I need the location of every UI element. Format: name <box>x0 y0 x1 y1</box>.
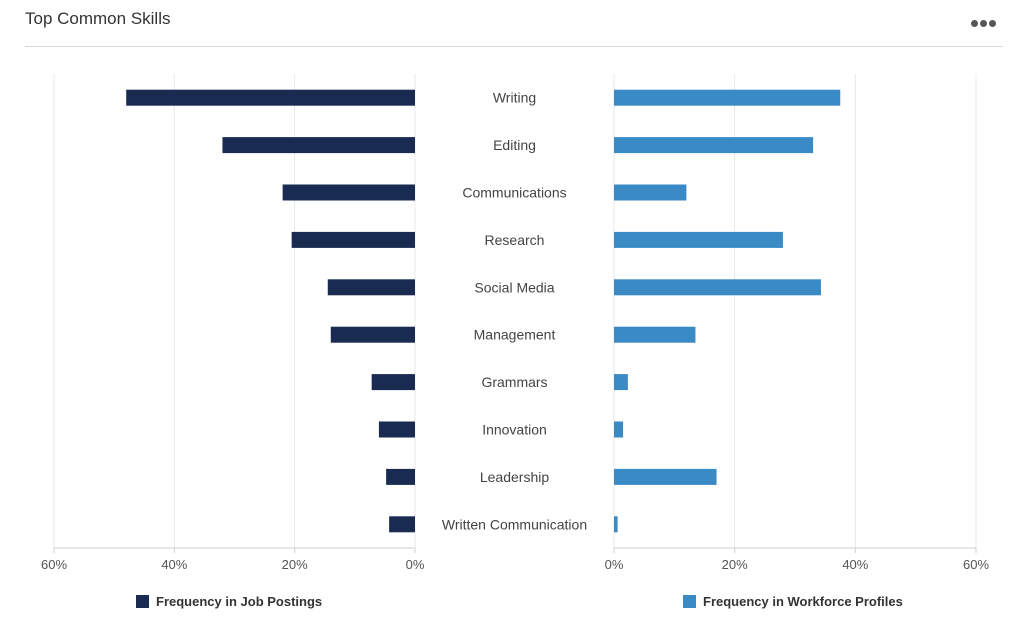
bar-workforce-profiles <box>614 326 696 343</box>
bar-workforce-profiles <box>614 89 841 106</box>
left-tick-label: 0% <box>406 557 425 572</box>
bar-job-postings <box>330 326 415 343</box>
category-label: Editing <box>493 137 536 153</box>
bar-job-postings <box>327 279 415 296</box>
page-title: Top Common Skills <box>25 9 171 28</box>
bar-workforce-profiles <box>614 468 717 485</box>
category-label: Social Media <box>474 279 554 295</box>
right-tick-label: 20% <box>722 557 748 572</box>
legend-label-workforce-profiles: Frequency in Workforce Profiles <box>703 594 903 609</box>
bar-workforce-profiles <box>614 231 783 248</box>
legend-job-postings[interactable]: Frequency in Job Postings <box>136 594 322 609</box>
bar-workforce-profiles <box>614 279 821 296</box>
bar-workforce-profiles <box>614 137 814 154</box>
skills-chart: 60% 40% 20% 0% 0% 20% 40% 60% Writing Editing Comm… <box>41 74 989 572</box>
bar-job-postings <box>386 468 415 485</box>
chart-header: Top Common Skills <box>25 0 1003 47</box>
bar-workforce-profiles <box>614 374 628 391</box>
category-label: Writing <box>493 90 536 106</box>
bar-job-postings <box>389 516 415 533</box>
bar-job-postings <box>378 421 415 438</box>
category-label: Leadership <box>480 469 549 485</box>
category-label: Grammars <box>481 374 547 390</box>
bar-job-postings <box>282 184 415 201</box>
bar-job-postings <box>222 137 415 154</box>
legend-swatch-job-postings <box>136 595 149 608</box>
left-tick-label: 60% <box>41 557 67 572</box>
bar-workforce-profiles <box>614 421 624 438</box>
bar-job-postings <box>126 89 415 106</box>
bar-job-postings <box>291 231 415 248</box>
more-options-icon[interactable] <box>971 14 999 27</box>
legend-workforce-profiles[interactable]: Frequency in Workforce Profiles <box>683 594 903 609</box>
legend-swatch-workforce-profiles <box>683 595 696 608</box>
legend-label-job-postings: Frequency in Job Postings <box>156 594 323 609</box>
bar-job-postings <box>371 374 415 391</box>
category-label: Innovation <box>482 422 547 438</box>
bar-workforce-profiles <box>614 184 687 201</box>
left-tick-label: 40% <box>161 557 187 572</box>
right-tick-label: 60% <box>963 557 989 572</box>
category-label: Research <box>485 232 545 248</box>
category-label: Communications <box>462 185 566 201</box>
category-label: Management <box>474 327 556 343</box>
bar-workforce-profiles <box>614 516 618 533</box>
right-tick-label: 40% <box>842 557 868 572</box>
right-tick-label: 0% <box>605 557 624 572</box>
category-label: Written Communication <box>442 516 587 532</box>
left-tick-label: 20% <box>282 557 308 572</box>
